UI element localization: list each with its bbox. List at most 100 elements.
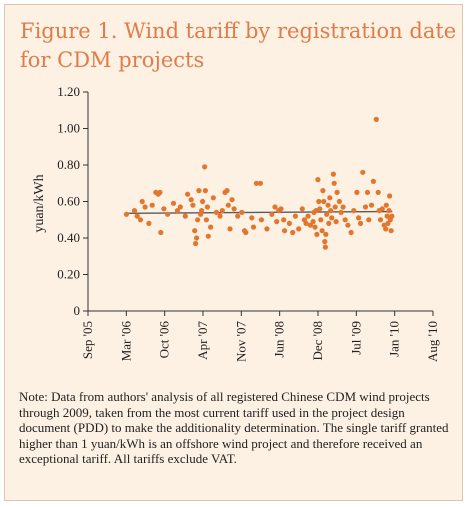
data-point xyxy=(316,198,322,205)
data-point xyxy=(299,206,305,212)
data-point xyxy=(326,220,332,226)
data-point xyxy=(210,195,216,201)
data-point xyxy=(224,188,230,194)
x-tick-label: Aug '10 xyxy=(425,321,440,362)
data-point xyxy=(177,204,183,210)
data-point xyxy=(322,239,328,245)
data-point xyxy=(383,226,389,232)
data-point xyxy=(204,204,210,210)
data-point xyxy=(386,208,392,214)
data-point xyxy=(194,235,200,241)
data-point xyxy=(340,204,346,210)
data-point xyxy=(131,208,138,214)
data-point xyxy=(249,215,255,221)
data-point xyxy=(387,193,393,199)
data-point xyxy=(190,202,196,208)
data-point xyxy=(315,177,321,183)
data-point xyxy=(139,198,145,205)
data-point xyxy=(318,217,324,223)
data-point xyxy=(324,211,330,217)
data-point xyxy=(158,229,164,236)
data-point xyxy=(282,228,288,234)
data-point xyxy=(200,198,206,205)
data-point xyxy=(235,213,241,219)
data-point xyxy=(199,208,205,214)
data-point xyxy=(310,219,316,225)
data-point xyxy=(142,204,148,210)
data-point xyxy=(269,211,275,217)
data-point xyxy=(375,189,381,195)
data-point xyxy=(370,178,376,184)
data-point xyxy=(196,188,202,194)
data-point xyxy=(272,204,278,210)
data-point xyxy=(203,217,209,223)
data-point xyxy=(354,189,360,195)
data-point xyxy=(195,217,201,223)
data-point xyxy=(296,226,302,232)
trend-line xyxy=(125,210,393,215)
data-point xyxy=(379,206,385,212)
data-point xyxy=(202,188,208,194)
data-point xyxy=(229,197,235,203)
data-point xyxy=(332,204,338,210)
figure-title: Figure 1. Wind tariff by registration da… xyxy=(20,19,457,72)
data-point xyxy=(323,231,329,237)
x-tick-label: Jul '09 xyxy=(348,321,363,355)
data-point xyxy=(174,208,180,214)
y-tick-label: 0.40 xyxy=(57,230,80,245)
data-point xyxy=(253,180,259,186)
x-tick-label: Mar '06 xyxy=(118,321,133,362)
data-point xyxy=(278,206,284,212)
data-point xyxy=(157,189,163,195)
y-tick-label: 0.60 xyxy=(57,194,80,209)
data-point xyxy=(331,180,337,186)
data-point xyxy=(292,213,298,219)
data-point xyxy=(182,213,188,219)
data-point xyxy=(364,189,371,195)
data-point xyxy=(377,217,384,223)
data-point xyxy=(348,229,354,236)
data-point xyxy=(286,220,292,226)
y-tick-label: 1.20 xyxy=(57,84,80,99)
data-point xyxy=(312,224,318,230)
data-point xyxy=(384,213,390,219)
data-point xyxy=(320,188,326,194)
data-point xyxy=(329,215,335,221)
data-point xyxy=(274,219,280,225)
data-point xyxy=(307,222,313,228)
data-point xyxy=(257,180,263,186)
data-point xyxy=(227,226,233,232)
data-point xyxy=(185,191,191,197)
data-point xyxy=(317,206,323,212)
data-point xyxy=(165,211,171,217)
data-point xyxy=(161,206,167,212)
data-point xyxy=(357,220,364,226)
data-point xyxy=(137,217,144,223)
y-tick-label: 1.00 xyxy=(57,121,80,136)
data-point xyxy=(334,189,340,195)
data-point xyxy=(351,208,357,214)
x-tick-label: Jun '08 xyxy=(272,321,287,358)
data-point xyxy=(258,217,264,223)
data-point xyxy=(188,197,194,203)
x-tick-label: Apr '07 xyxy=(195,321,210,360)
y-tick-label: 0.80 xyxy=(57,157,80,172)
data-point xyxy=(303,220,309,226)
data-point xyxy=(146,220,152,226)
data-point xyxy=(192,228,198,234)
x-tick-label: Jan '10 xyxy=(387,321,402,357)
data-point xyxy=(345,222,351,228)
figure-note: Note: Data from authors' analysis of all… xyxy=(19,389,449,466)
scatter-chart: 0 0.20 0.40 0.60 0.80 1.00 1.20 yuan/kWh Sep '05… xyxy=(32,84,440,362)
x-tick-label: Oct '06 xyxy=(157,321,172,359)
data-point xyxy=(356,215,362,221)
data-point xyxy=(281,217,287,223)
data-point xyxy=(305,213,311,219)
data-point xyxy=(213,209,219,215)
data-point xyxy=(330,171,336,177)
data-point xyxy=(134,213,140,219)
data-point xyxy=(239,209,245,215)
data-point xyxy=(319,228,325,234)
data-point xyxy=(243,229,249,236)
data-point xyxy=(290,229,296,236)
